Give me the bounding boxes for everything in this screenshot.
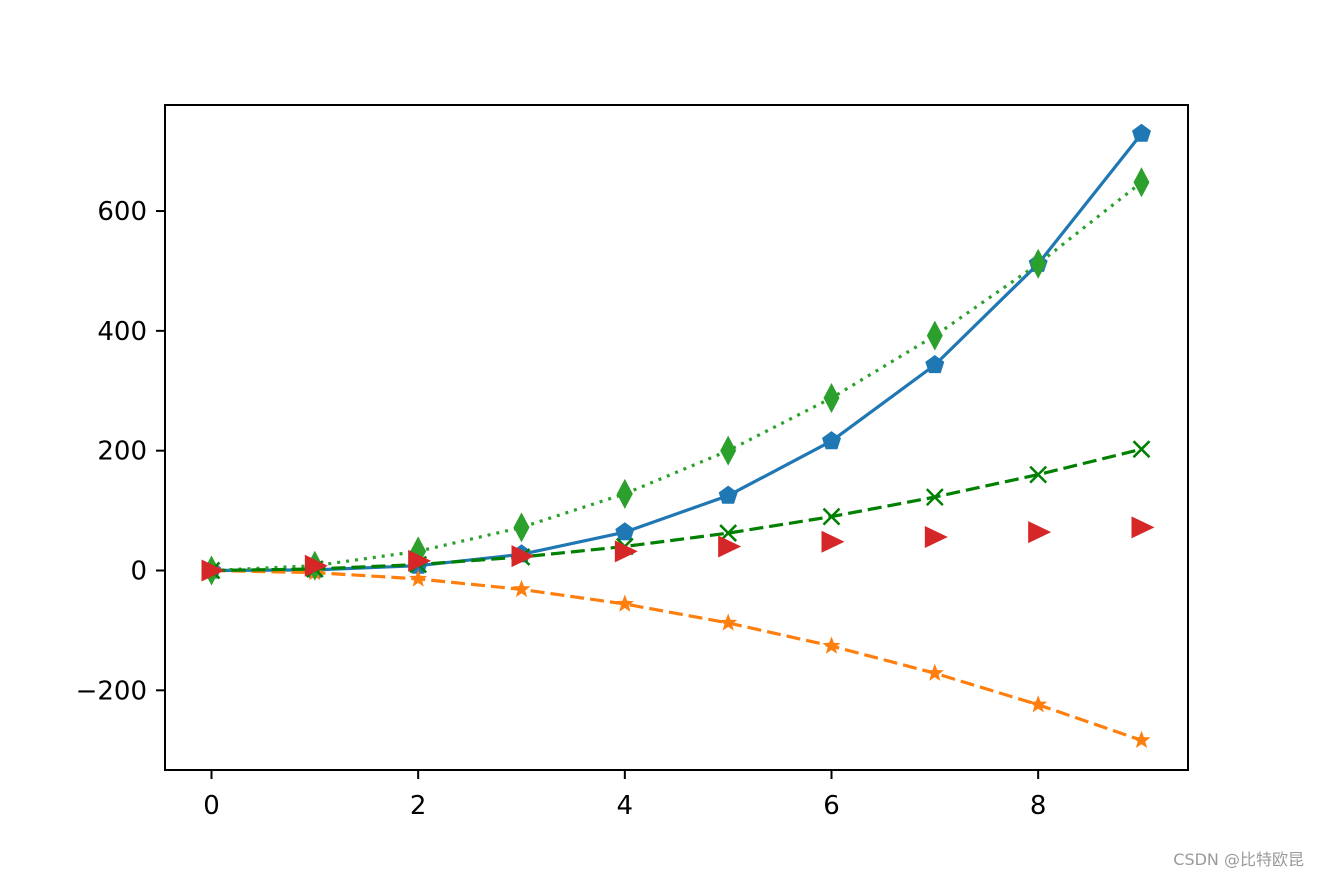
series-4-point-7 <box>924 525 948 548</box>
series-1-point-5 <box>719 613 738 631</box>
series-3-point-7 <box>925 488 944 506</box>
series-0-point-5 <box>718 485 738 504</box>
series-4-point-4 <box>614 540 638 563</box>
series-1-point-6 <box>822 636 841 654</box>
series-3-line <box>211 447 1142 573</box>
x-tick-label-3: 6 <box>823 791 840 821</box>
series-2 <box>203 167 1150 586</box>
series-0-point-6 <box>822 431 841 450</box>
series-0-point-4 <box>615 522 635 541</box>
series-2-point-8 <box>1030 248 1047 279</box>
series-2-point-6 <box>823 382 840 413</box>
series-2-point-5 <box>720 435 737 466</box>
series-4-point-9 <box>1131 516 1155 539</box>
series-2-line <box>211 181 1143 573</box>
y-tick-label-3: 400 <box>97 317 147 347</box>
series-1-point-8 <box>1029 695 1048 713</box>
series-0-line <box>211 132 1143 573</box>
series-3-point-9 <box>1132 440 1151 459</box>
series-2-point-9 <box>1133 167 1150 198</box>
x-tick-label-4: 8 <box>1030 791 1047 821</box>
y-tick-label-0: −200 <box>76 676 147 706</box>
series-1-point-2 <box>409 569 428 587</box>
series-4-point-3 <box>511 545 535 568</box>
series-4-point-8 <box>1028 521 1052 544</box>
series-4-point-0 <box>201 559 225 582</box>
series-layer <box>201 123 1155 748</box>
series-2-point-4 <box>616 478 633 509</box>
series-4-point-5 <box>718 535 742 558</box>
series-4-point-1 <box>304 554 328 577</box>
series-0-point-9 <box>1132 123 1151 142</box>
series-0 <box>202 123 1151 579</box>
series-4 <box>201 516 1155 582</box>
series-1-point-7 <box>925 663 944 681</box>
series-3-point-8 <box>1029 465 1048 484</box>
series-4-point-6 <box>821 530 845 553</box>
watermark: CSDN @比特欧昆 <box>1173 850 1304 869</box>
series-1 <box>202 561 1151 748</box>
y-tick-label-2: 200 <box>97 437 147 467</box>
series-2-point-7 <box>926 320 943 351</box>
series-4-point-2 <box>408 549 432 572</box>
plot-frame <box>164 104 1189 771</box>
series-1-point-4 <box>615 594 634 612</box>
x-tick-label-1: 2 <box>410 791 427 821</box>
series-3 <box>202 440 1151 580</box>
series-1-point-3 <box>512 579 531 598</box>
y-tick-label-4: 600 <box>97 197 147 227</box>
series-2-point-3 <box>513 512 530 543</box>
x-tick-label-2: 4 <box>617 791 634 821</box>
series-0-point-7 <box>925 355 945 374</box>
series-1-line <box>211 568 1143 742</box>
x-tick-label-0: 0 <box>203 791 220 821</box>
series-3-point-6 <box>822 507 841 526</box>
y-tick-label-1: 0 <box>130 557 147 587</box>
series-1-point-9 <box>1132 730 1151 748</box>
axes-layer: 0 2 4 6 8 −200 0 200 400 600 <box>76 197 1047 821</box>
